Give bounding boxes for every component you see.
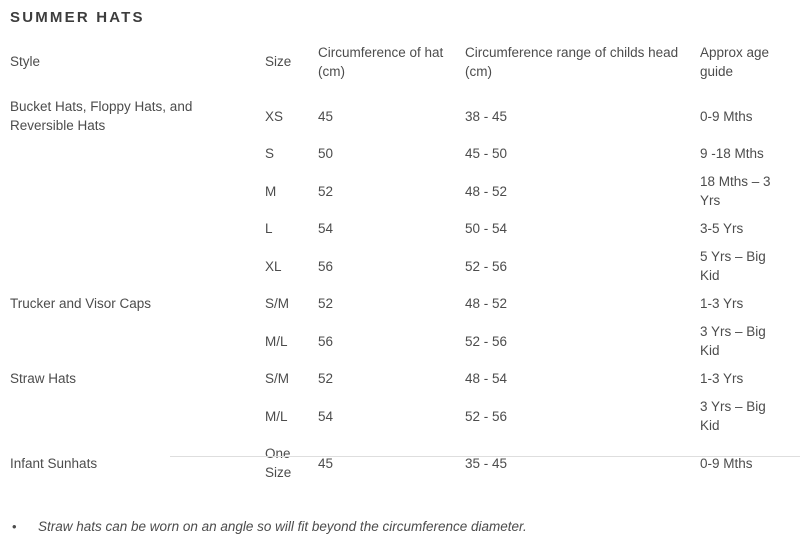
cell-hat-circumference: 45 — [318, 108, 334, 124]
cell-hat-circumference: 56 — [318, 258, 334, 274]
cell-style: Straw Hats — [10, 371, 77, 386]
size-guide-page: SUMMER HATS Style Size Circumference of … — [10, 9, 800, 534]
cell-hat-circumference: 52 — [318, 296, 334, 311]
cell-style — [10, 168, 265, 215]
cell-size: M — [265, 183, 277, 199]
column-header-head-range: Circumference range of childs head (cm) — [465, 44, 679, 79]
cell-head-range: 48 - 52 — [465, 296, 508, 311]
cell-hat-circumference: 54 — [318, 221, 334, 236]
cell-age-guide: 1-3 Yrs — [700, 296, 744, 311]
cell-hat-circumference: 54 — [318, 408, 334, 424]
table-row: XL 56 52 - 56 5 Yrs – Big Kid — [10, 243, 792, 290]
size-table-body: Bucket Hats, Floppy Hats, and Reversible… — [10, 93, 792, 487]
cell-size: M/L — [265, 408, 288, 424]
cell-style — [10, 215, 265, 243]
table-row: L 54 50 - 54 3-5 Yrs — [10, 215, 792, 243]
cell-head-range: 52 - 56 — [465, 258, 508, 274]
size-table-header: Style Size Circumference of hat (cm) Cir… — [10, 38, 792, 93]
cell-size: L — [265, 221, 273, 236]
cell-size: S/M — [265, 296, 290, 311]
table-row: Bucket Hats, Floppy Hats, and Reversible… — [10, 93, 792, 140]
footnote-text: Straw hats can be worn on an angle so wi… — [38, 518, 527, 534]
cell-hat-circumference: 45 — [318, 455, 334, 471]
cell-size: XS — [265, 108, 284, 124]
column-header-age-guide: Approx age guide — [700, 44, 770, 79]
cell-age-guide: 5 Yrs – Big Kid — [700, 249, 766, 283]
table-row: M 52 48 - 52 18 Mths – 3 Yrs — [10, 168, 792, 215]
cell-head-range: 48 - 52 — [465, 183, 508, 199]
cell-size: S — [265, 146, 275, 161]
cell-hat-circumference: 52 — [318, 371, 334, 386]
cell-head-range: 52 - 56 — [465, 333, 508, 349]
cell-hat-circumference: 56 — [318, 333, 334, 349]
cell-age-guide: 3 Yrs – Big Kid — [700, 399, 766, 433]
cell-age-guide: 18 Mths – 3 Yrs — [700, 174, 771, 208]
table-row: M/L 56 52 - 56 3 Yrs – Big Kid — [10, 318, 792, 365]
cell-size: M/L — [265, 333, 288, 349]
cell-size: One Size — [265, 446, 292, 480]
cell-size: XL — [265, 258, 282, 274]
cell-style — [10, 318, 265, 365]
table-row: Straw Hats S/M 52 48 - 54 1-3 Yrs — [10, 365, 792, 393]
cell-hat-circumference: 52 — [318, 183, 334, 199]
cell-size: S/M — [265, 371, 290, 386]
cell-age-guide: 0-9 Mths — [700, 108, 753, 124]
cell-style: Bucket Hats, Floppy Hats, and Reversible… — [10, 99, 193, 133]
column-header-hat-circumference: Circumference of hat (cm) — [318, 44, 444, 79]
footnote: • Straw hats can be worn on an angle so … — [10, 518, 790, 535]
bullet-marker: • — [12, 518, 17, 534]
cell-age-guide: 9 -18 Mths — [700, 146, 764, 161]
cell-style — [10, 243, 265, 290]
cell-head-range: 45 - 50 — [465, 146, 508, 161]
page-title: SUMMER HATS — [10, 9, 145, 26]
cell-style — [10, 140, 265, 168]
cell-age-guide: 3-5 Yrs — [700, 221, 744, 236]
cell-age-guide: 1-3 Yrs — [700, 371, 744, 386]
cell-style: Infant Sunhats — [10, 455, 98, 471]
cell-head-range: 48 - 54 — [465, 371, 508, 386]
table-row: Trucker and Visor Caps S/M 52 48 - 52 1-… — [10, 290, 792, 318]
bottom-divider — [170, 456, 800, 457]
table-row: Infant Sunhats One Size 45 35 - 45 0-9 M… — [10, 440, 792, 487]
cell-head-range: 52 - 56 — [465, 408, 508, 424]
column-header-size: Size — [265, 54, 292, 69]
table-row: M/L 54 52 - 56 3 Yrs – Big Kid — [10, 393, 792, 440]
cell-head-range: 50 - 54 — [465, 221, 508, 236]
cell-age-guide: 0-9 Mths — [700, 455, 753, 471]
cell-age-guide: 3 Yrs – Big Kid — [700, 324, 766, 358]
cell-style: Trucker and Visor Caps — [10, 296, 152, 311]
cell-head-range: 35 - 45 — [465, 455, 508, 471]
cell-hat-circumference: 50 — [318, 146, 334, 161]
cell-head-range: 38 - 45 — [465, 108, 508, 124]
size-table: Style Size Circumference of hat (cm) Cir… — [10, 38, 792, 487]
column-header-style: Style — [10, 54, 41, 69]
cell-style — [10, 393, 265, 440]
table-row: S 50 45 - 50 9 -18 Mths — [10, 140, 792, 168]
